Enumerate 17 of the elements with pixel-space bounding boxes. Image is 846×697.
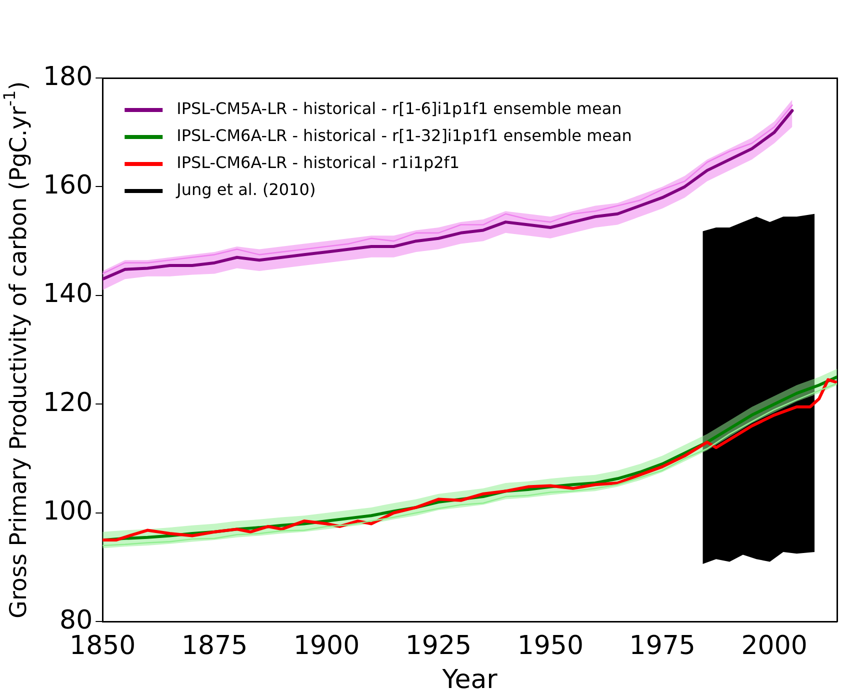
x-tick-label: 1975	[629, 630, 696, 661]
legend-label: IPSL-CM6A-LR - historical - r1i1p2f1	[176, 153, 460, 172]
legend-label: IPSL-CM6A-LR - historical - r[1-32]i1p1f1 ensemble mean	[176, 126, 632, 146]
y-tick-label: 140	[42, 279, 93, 310]
x-tick-label: 1925	[405, 630, 472, 661]
y-tick-label: 160	[42, 170, 93, 200]
x-tick-label: 1900	[293, 630, 360, 661]
x-axis-title: Year	[441, 665, 498, 696]
x-tick-label: 2000	[741, 630, 808, 661]
x-tick-label: 1950	[517, 630, 584, 661]
y-axis-title: Gross Primary Productivity of carbon (PgC.yr-1)	[0, 81, 32, 618]
legend-label: Jung et al. (2010)	[176, 180, 316, 200]
legend-label: IPSL-CM5A-LR - historical - r[1-6]i1p1f1 ensemble mean	[176, 99, 622, 118]
y-tick-label: 180	[42, 62, 93, 92]
y-tick-label: 100	[42, 496, 93, 527]
y-tick-label: 120	[42, 388, 93, 418]
x-tick-label: 1875	[181, 630, 248, 661]
